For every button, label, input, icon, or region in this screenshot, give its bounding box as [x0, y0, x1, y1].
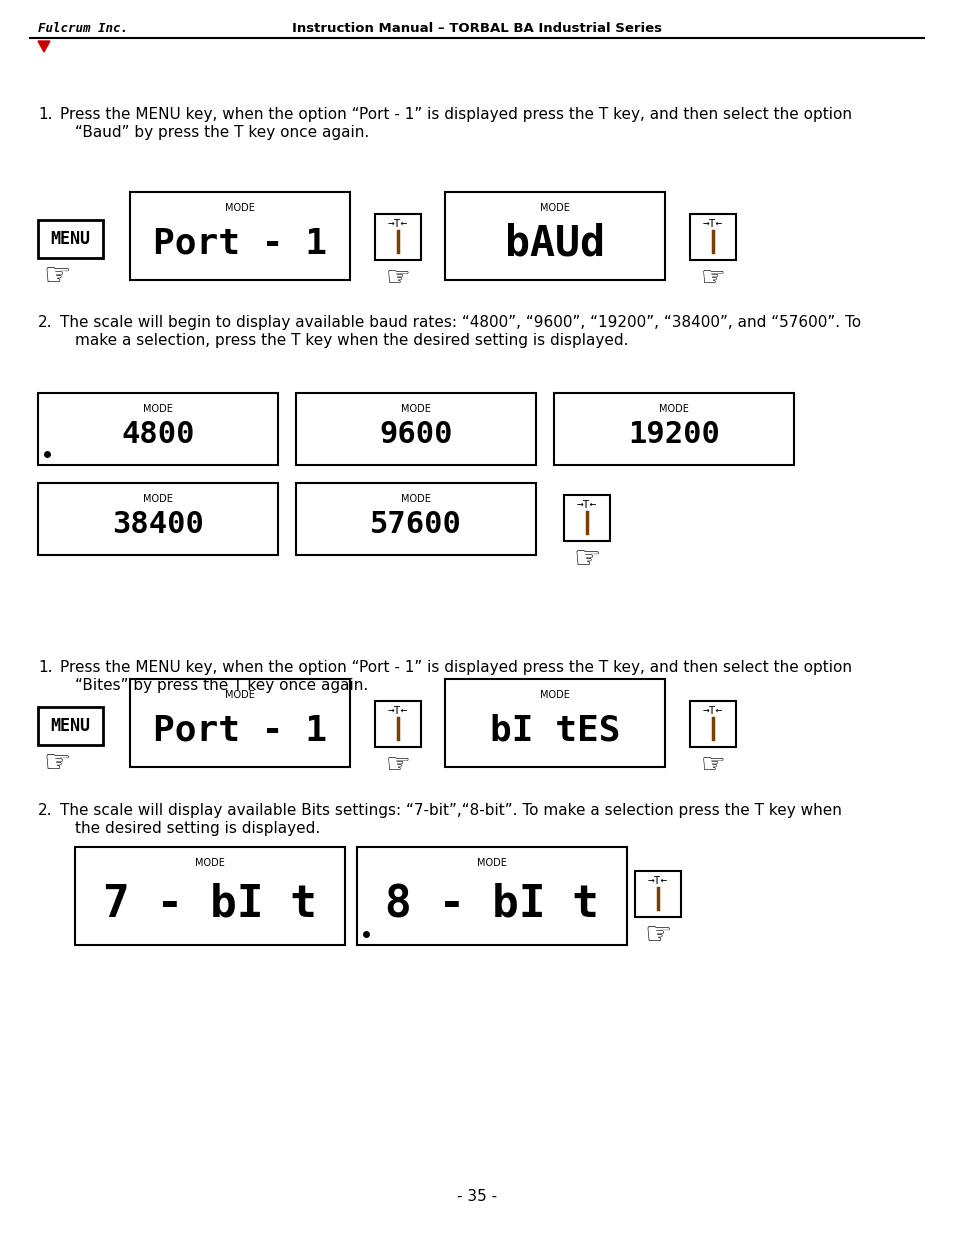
Text: ☞: ☞ [700, 751, 724, 779]
Text: →T←: →T← [702, 219, 722, 230]
Text: ☞: ☞ [43, 748, 71, 778]
FancyBboxPatch shape [356, 847, 626, 945]
Text: →T←: →T← [647, 876, 667, 887]
Text: the desired setting is displayed.: the desired setting is displayed. [75, 821, 320, 836]
Text: Fulcrum Inc.: Fulcrum Inc. [38, 22, 128, 35]
FancyBboxPatch shape [38, 483, 277, 555]
Text: The scale will display available Bits settings: “7-bit”,“8-bit”. To make a selec: The scale will display available Bits se… [60, 803, 841, 818]
Text: 7 - bI t: 7 - bI t [103, 882, 316, 925]
Text: →T←: →T← [577, 500, 597, 510]
Text: ☞: ☞ [385, 751, 410, 779]
Text: 1.: 1. [38, 107, 52, 122]
Text: - 35 -: - 35 - [456, 1189, 497, 1204]
Polygon shape [38, 41, 50, 52]
Text: MODE: MODE [225, 203, 254, 212]
Text: ☞: ☞ [700, 264, 724, 291]
FancyBboxPatch shape [295, 393, 536, 466]
Text: Instruction Manual – TORBAL BA Industrial Series: Instruction Manual – TORBAL BA Industria… [292, 22, 661, 35]
Text: MODE: MODE [225, 690, 254, 700]
FancyBboxPatch shape [38, 393, 277, 466]
Text: bAUd: bAUd [504, 222, 604, 264]
Text: MENU: MENU [51, 718, 91, 735]
Text: Press the MENU key, when the option “Port - 1” is displayed press the T key, and: Press the MENU key, when the option “Por… [60, 659, 851, 676]
Text: MODE: MODE [476, 858, 506, 868]
Text: Port - 1: Port - 1 [152, 713, 327, 747]
Text: make a selection, press the T key when the desired setting is displayed.: make a selection, press the T key when t… [75, 333, 628, 348]
FancyBboxPatch shape [554, 393, 793, 466]
Text: ☞: ☞ [385, 264, 410, 291]
Text: MODE: MODE [143, 494, 172, 504]
Text: →T←: →T← [388, 219, 408, 230]
FancyBboxPatch shape [295, 483, 536, 555]
FancyBboxPatch shape [75, 847, 345, 945]
FancyBboxPatch shape [375, 701, 420, 747]
Text: 8 - bI t: 8 - bI t [385, 882, 598, 925]
Text: MODE: MODE [539, 690, 569, 700]
Text: →T←: →T← [388, 706, 408, 716]
Text: Port - 1: Port - 1 [152, 226, 327, 261]
FancyBboxPatch shape [444, 679, 664, 767]
FancyBboxPatch shape [689, 214, 735, 261]
FancyBboxPatch shape [563, 495, 609, 541]
FancyBboxPatch shape [130, 191, 350, 280]
FancyBboxPatch shape [444, 191, 664, 280]
Text: MODE: MODE [400, 404, 431, 414]
Text: ☞: ☞ [43, 262, 71, 291]
Text: MENU: MENU [51, 230, 91, 248]
Text: 2.: 2. [38, 803, 52, 818]
Text: Press the MENU key, when the option “Port - 1” is displayed press the T key, and: Press the MENU key, when the option “Por… [60, 107, 851, 122]
Text: 57600: 57600 [370, 510, 461, 540]
FancyBboxPatch shape [375, 214, 420, 261]
Text: ☞: ☞ [573, 545, 600, 574]
FancyBboxPatch shape [38, 706, 103, 745]
Text: MODE: MODE [659, 404, 688, 414]
Text: MODE: MODE [400, 494, 431, 504]
FancyBboxPatch shape [689, 701, 735, 747]
FancyBboxPatch shape [38, 220, 103, 258]
Text: MODE: MODE [194, 858, 225, 868]
Text: 38400: 38400 [112, 510, 204, 540]
Text: MODE: MODE [539, 203, 569, 212]
Text: 19200: 19200 [627, 420, 720, 450]
Text: “Bites” by press the T key once again.: “Bites” by press the T key once again. [75, 678, 368, 693]
Text: 1.: 1. [38, 659, 52, 676]
Text: “Baud” by press the T key once again.: “Baud” by press the T key once again. [75, 125, 369, 140]
Text: 9600: 9600 [379, 420, 453, 450]
Text: ☞: ☞ [643, 921, 671, 950]
FancyBboxPatch shape [635, 871, 680, 918]
Text: bI tES: bI tES [489, 713, 619, 747]
Text: 2.: 2. [38, 315, 52, 330]
Text: 4800: 4800 [121, 420, 194, 450]
Text: →T←: →T← [702, 706, 722, 716]
Text: The scale will begin to display available baud rates: “4800”, “9600”, “19200”, “: The scale will begin to display availabl… [60, 315, 861, 330]
Text: MODE: MODE [143, 404, 172, 414]
FancyBboxPatch shape [130, 679, 350, 767]
